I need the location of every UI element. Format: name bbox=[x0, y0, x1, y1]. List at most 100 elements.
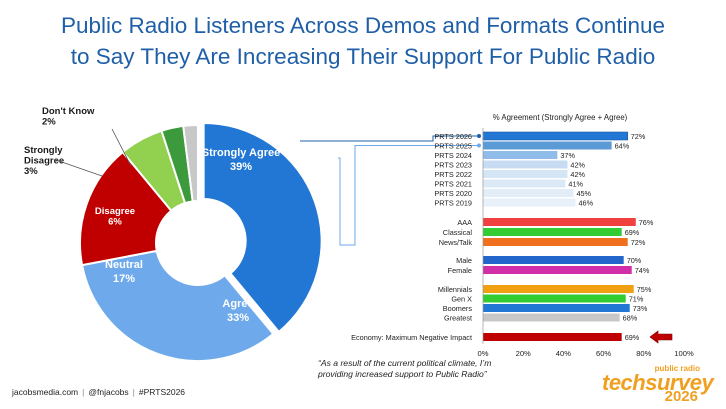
donut-label-value: 17% bbox=[113, 273, 135, 285]
bar-row-prts-2024: PRTS 2024 37% bbox=[434, 151, 575, 160]
title-line-2: to Say They Are Increasing Their Support… bbox=[70, 44, 656, 69]
bar-value-label: 69% bbox=[625, 333, 640, 342]
bar-category-label: Economy: Maximum Negative Impact bbox=[351, 333, 472, 342]
bar-category-label: Classical bbox=[443, 228, 473, 237]
bar-row-male: Male 70% bbox=[456, 256, 642, 265]
donut-slice-agree bbox=[80, 249, 275, 362]
bar-value-label: 68% bbox=[623, 314, 638, 323]
bar-value-label: 45% bbox=[576, 189, 591, 198]
techsurvey-logo: public radio techsurvey 2026 bbox=[600, 364, 714, 405]
x-tick-label: 40% bbox=[556, 349, 571, 358]
bar-category-label: PRTS 2024 bbox=[434, 151, 472, 160]
bar-row-millennials: Millennials 75% bbox=[438, 285, 652, 294]
bar-prts-2022 bbox=[483, 170, 568, 178]
bar-value-label: 64% bbox=[615, 142, 630, 151]
bar-row-prts-2020: PRTS 2020 45% bbox=[434, 189, 592, 198]
connector-dot-2025 bbox=[477, 143, 481, 148]
bar-category-label: News/Talk bbox=[439, 238, 473, 247]
bar-row-prts-2023: PRTS 2023 42% bbox=[434, 160, 586, 170]
bar-value-label: 37% bbox=[560, 151, 575, 160]
bar-chart: % Agreement (Strongly Agree + Agree) PRTS… bbox=[351, 113, 694, 358]
donut-label-text: Strongly bbox=[24, 145, 63, 156]
bar-category-label: Female bbox=[448, 266, 472, 275]
bar-value-label: 74% bbox=[635, 266, 650, 275]
donut-label-value: 39% bbox=[230, 161, 252, 173]
bar-row-greatest: Greatest 68% bbox=[444, 313, 638, 323]
footer-hashtag: #PRTS2026 bbox=[138, 387, 186, 397]
logo-year: 2026 bbox=[664, 388, 698, 405]
x-tick-label: 100% bbox=[674, 349, 694, 358]
connector-dot-2026 bbox=[477, 134, 481, 138]
donut-label-text: Strongly Agree bbox=[202, 147, 280, 159]
donut-label-value: 2% bbox=[42, 117, 56, 128]
donut-label-value: 6% bbox=[108, 217, 122, 228]
bar-news-talk bbox=[483, 238, 628, 246]
bar-value-label: 73% bbox=[633, 304, 648, 313]
donut-label-neutral: Neutral 17% bbox=[105, 259, 143, 285]
connector-line-2026 bbox=[300, 135, 479, 142]
logo-main: techsurvey bbox=[602, 370, 714, 395]
footer: jacobsmedia.com | @fnjacobs | #PRTS2026 bbox=[12, 387, 186, 397]
bar-value-label: 76% bbox=[639, 218, 654, 227]
bar-value-label: 75% bbox=[637, 285, 652, 294]
bar-boomers bbox=[483, 304, 630, 312]
bar-row-economy-maximum-negative-impact: Economy: Maximum Negative Impact 69% bbox=[351, 333, 640, 342]
quote-line-1: “As a result of the current political cl… bbox=[318, 358, 492, 368]
bar-value-label: 42% bbox=[570, 170, 585, 179]
bar-value-label: 46% bbox=[578, 199, 593, 208]
donut-slice-don-t-know bbox=[182, 123, 199, 203]
donut-label-text: Disagree bbox=[24, 156, 64, 167]
bar-row-prts-2019: PRTS 2019 46% bbox=[434, 198, 594, 208]
bar-prts-2020 bbox=[483, 189, 574, 197]
donut-label-text: Disagree bbox=[95, 206, 135, 217]
bar-prts-2026 bbox=[482, 131, 629, 141]
bar-male bbox=[483, 256, 624, 264]
bar-prts-2024 bbox=[483, 151, 558, 159]
bar-category-label: PRTS 2026 bbox=[434, 132, 472, 141]
bar-category-label: Millennials bbox=[438, 285, 472, 294]
bar-row-prts-2025: PRTS 2025 64% bbox=[434, 141, 630, 151]
bar-aaa bbox=[483, 218, 636, 226]
bar-category-label: PRTS 2021 bbox=[434, 180, 472, 189]
bar-row-boomers: Boomers 73% bbox=[443, 304, 648, 313]
bar-category-label: AAA bbox=[457, 218, 472, 227]
donut-label-strongly-agree: Strongly Agree 39% bbox=[202, 147, 280, 173]
footer-handle: @fnjacobs bbox=[88, 387, 129, 397]
bar-value-label: 72% bbox=[631, 238, 646, 247]
bar-economy-maximum-negative-impact bbox=[483, 333, 622, 341]
donut-chart: Strongly Agree 39% Agree 33% Neutral 17% Disag… bbox=[24, 106, 323, 362]
bar-category-label: Boomers bbox=[443, 304, 473, 313]
donut-label-value: 3% bbox=[24, 166, 38, 177]
donut-label-text: Don't Know bbox=[42, 106, 95, 117]
bar-category-label: PRTS 2023 bbox=[434, 161, 472, 170]
bar-prts-2025 bbox=[483, 141, 612, 150]
logo-top: public radio bbox=[654, 364, 700, 373]
bar-category-label: Greatest bbox=[444, 314, 472, 323]
bar-greatest bbox=[483, 313, 620, 322]
bar-row-gen-x: Gen X 71% bbox=[451, 294, 644, 304]
bar-prts-2023 bbox=[483, 160, 568, 169]
donut-label-text: Neutral bbox=[105, 259, 143, 271]
bar-category-label: PRTS 2022 bbox=[434, 170, 472, 179]
bar-value-label: 41% bbox=[568, 180, 583, 189]
x-tick-label: 20% bbox=[516, 349, 531, 358]
bar-category-label: Male bbox=[456, 256, 472, 265]
donut-label-agree: Agree 33% bbox=[222, 298, 253, 324]
bar-category-label: Gen X bbox=[451, 295, 472, 304]
bar-value-label: 42% bbox=[570, 161, 585, 170]
bar-prts-2021 bbox=[483, 179, 566, 188]
bar-female bbox=[483, 266, 632, 274]
bar-classical bbox=[483, 228, 622, 236]
donut-label-value: 33% bbox=[227, 312, 249, 324]
title-line-1: Public Radio Listeners Across Demos and … bbox=[60, 13, 666, 38]
bar-value-label: 70% bbox=[627, 256, 642, 265]
bar-value-label: 69% bbox=[625, 228, 640, 237]
connector-line-2025 bbox=[338, 145, 479, 246]
bar-value-label: 71% bbox=[629, 295, 644, 304]
leader-line-strongly-disagree bbox=[55, 159, 103, 177]
bar-millennials bbox=[483, 285, 634, 293]
donut-label-text: Agree bbox=[222, 298, 253, 310]
